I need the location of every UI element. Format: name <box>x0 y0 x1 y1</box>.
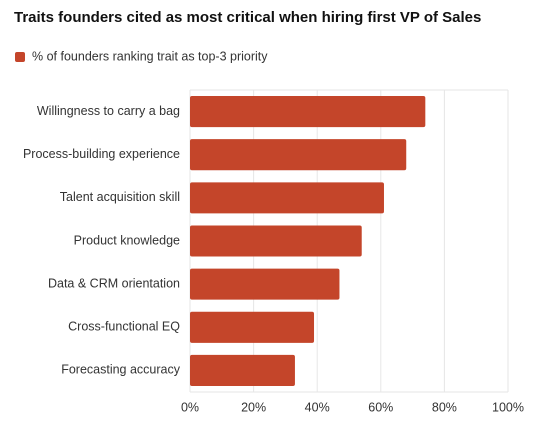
x-tick-label: 40% <box>305 400 330 414</box>
bar <box>190 268 340 300</box>
y-tick-label: Data & CRM orientation <box>48 276 180 290</box>
y-tick-label: Talent acquisition skill <box>60 190 180 204</box>
y-tick-label: Willingness to carry a bag <box>37 104 180 118</box>
y-tick-label: Process-building experience <box>23 147 180 161</box>
bar <box>190 225 362 257</box>
x-tick-label: 80% <box>432 400 457 414</box>
bar <box>190 311 315 343</box>
bar <box>190 139 407 171</box>
x-tick-label: 0% <box>181 400 199 414</box>
bar <box>190 182 384 214</box>
x-tick-label: 20% <box>241 400 266 414</box>
bar <box>190 354 295 386</box>
x-tick-label: 60% <box>368 400 393 414</box>
legend-label: % of founders ranking trait as top-3 pri… <box>32 49 268 63</box>
bar <box>190 96 426 128</box>
y-tick-label: Cross-functional EQ <box>68 320 180 334</box>
y-tick-label: Product knowledge <box>74 233 180 247</box>
y-tick-label: Forecasting accuracy <box>61 363 181 377</box>
chart-title: Traits founders cited as most critical w… <box>14 9 481 26</box>
legend-swatch <box>15 52 25 62</box>
x-tick-label: 100% <box>492 400 524 414</box>
